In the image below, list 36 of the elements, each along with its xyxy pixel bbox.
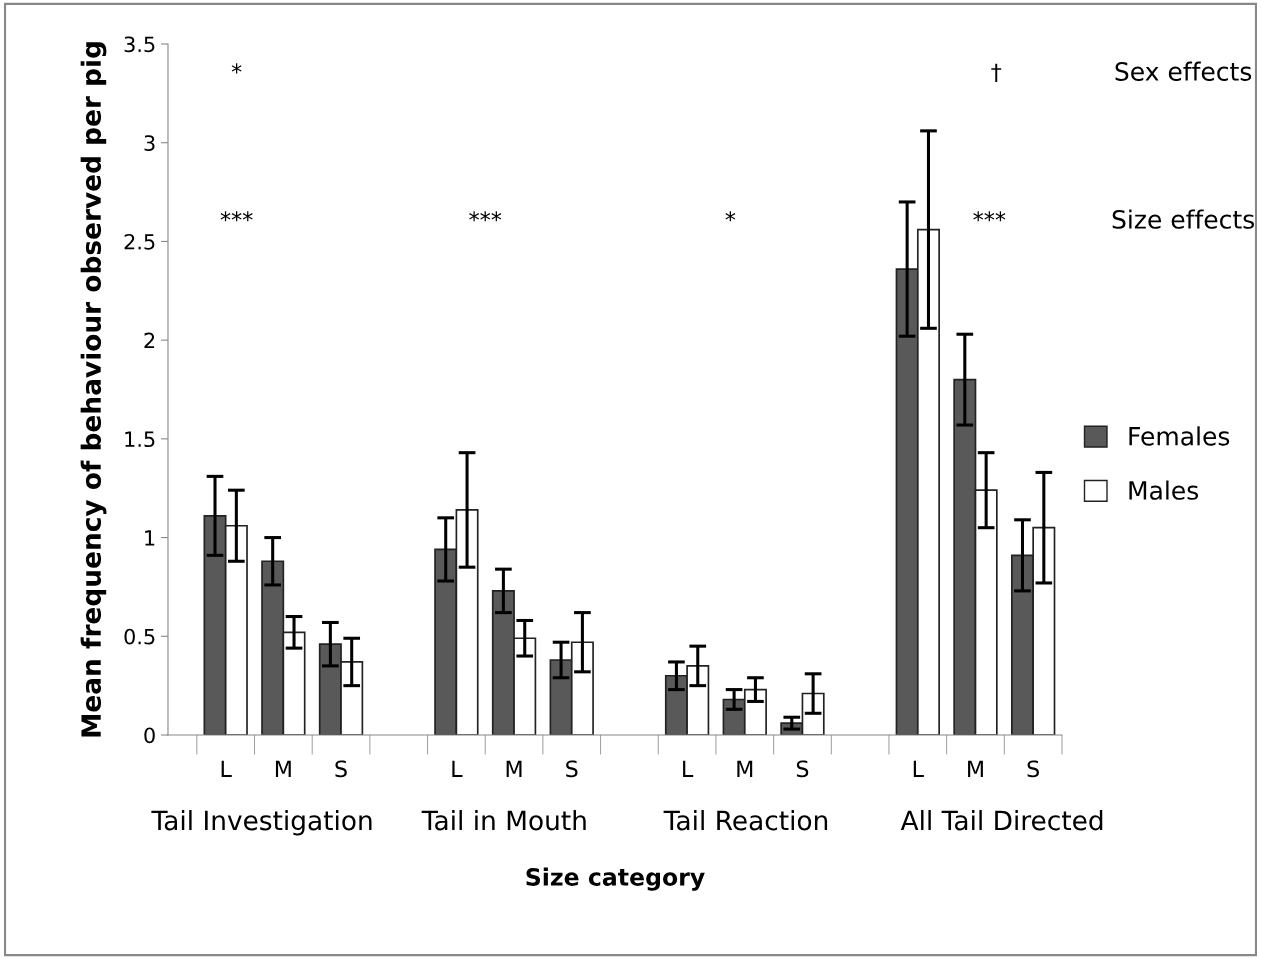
x-tick-label: S — [796, 760, 809, 778]
x-tick-label: L — [452, 760, 463, 777]
text: Tail Investigation — [151, 809, 372, 836]
x-tick-label: M — [275, 760, 291, 777]
legend-label: Males — [1129, 480, 1199, 500]
text: Tail Reaction — [663, 809, 828, 831]
text: Tail in Mouth — [421, 809, 586, 831]
y-tick-label: 2 — [144, 332, 155, 349]
y-tick-label: 3.5 — [124, 36, 155, 53]
x-tick-label: S — [566, 760, 578, 778]
y-tick-label: 0.5 — [124, 628, 155, 645]
y-tick-label: 1.5 — [125, 431, 155, 448]
annotation: *** — [973, 211, 1006, 222]
text: Sex effects — [1115, 61, 1252, 81]
y-axis-title: Mean frequency of behaviour observed per pig — [80, 42, 107, 737]
x-tick-label: S — [335, 760, 347, 778]
annotation: † — [991, 63, 1002, 82]
y-tick-label: 1 — [145, 530, 155, 546]
x-tick-label: M — [737, 760, 753, 777]
annotation: *** — [469, 211, 502, 222]
x-tick-label: L — [221, 760, 232, 777]
annotation: * — [231, 63, 242, 74]
x-tick-label: M — [968, 760, 983, 777]
legend-label: Females — [1129, 426, 1230, 446]
x-axis-title: Size category — [526, 867, 705, 891]
annotation: *** — [220, 211, 253, 222]
x-tick-label: S — [1027, 760, 1039, 778]
annotation: * — [725, 211, 736, 222]
x-tick-label: M — [506, 760, 522, 777]
x-tick-label: L — [913, 760, 924, 777]
text: Size effects — [1112, 209, 1254, 229]
text: All Tail Directed — [900, 809, 1103, 831]
y-tick-label: 3 — [144, 135, 155, 151]
y-tick-label: 0 — [144, 727, 155, 744]
x-tick-label: L — [683, 760, 694, 777]
y-tick-label: 2.5 — [124, 233, 155, 250]
